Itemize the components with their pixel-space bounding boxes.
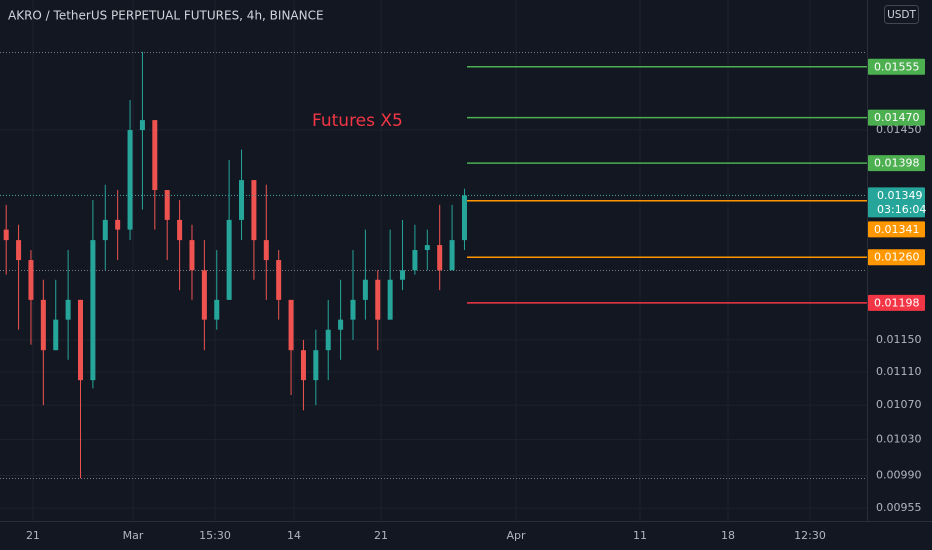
x-tick-label: 11 xyxy=(633,529,647,542)
level-label-box xyxy=(868,221,925,238)
candle-body xyxy=(362,279,368,300)
level-label-box xyxy=(868,294,925,311)
x-tick-label: Apr xyxy=(506,529,526,542)
candle-body xyxy=(325,329,331,351)
currency-label[interactable]: USDT xyxy=(887,9,916,21)
candle-body xyxy=(375,279,381,320)
y-tick-label: 0.01110 xyxy=(876,365,922,378)
candle-body xyxy=(338,319,344,330)
candle-body xyxy=(449,240,455,271)
candle-body xyxy=(276,260,282,300)
candle-body xyxy=(300,350,306,381)
candle-body xyxy=(239,180,245,220)
level-label: 0.01341 xyxy=(874,223,920,236)
y-tick-label: 0.00990 xyxy=(876,469,922,482)
y-tick-label: 0.01150 xyxy=(876,333,922,346)
candle-body xyxy=(115,219,121,230)
level-label: 0.01470 xyxy=(874,111,920,124)
candle-body xyxy=(65,299,71,320)
grid xyxy=(0,0,867,521)
candle-body xyxy=(189,240,195,271)
candle-body xyxy=(400,270,406,280)
level-label: 0.01198 xyxy=(874,296,920,309)
candle-body xyxy=(40,299,46,351)
candle-body xyxy=(53,319,59,351)
plot-area xyxy=(0,51,867,479)
x-tick-label: 15:30 xyxy=(199,529,231,542)
candle-body xyxy=(201,270,207,320)
y-tick-label: 0.01030 xyxy=(876,433,922,446)
candle-body xyxy=(251,180,257,241)
last-price-label: 0.01349 xyxy=(877,189,923,202)
candle-body xyxy=(139,120,145,131)
candle-body xyxy=(28,260,34,300)
candle-body xyxy=(3,229,9,241)
candle-body xyxy=(16,240,22,261)
y-tick-label: 0.00955 xyxy=(876,501,922,514)
candle-body xyxy=(127,130,133,230)
annotation: Futures X5 xyxy=(312,111,403,131)
candle-body xyxy=(424,245,430,251)
candle-body xyxy=(263,240,269,261)
price-axis: 0.01450 0.01150 0.01110 0.01070 0.01030 0.009… xyxy=(26,58,926,542)
candle-body xyxy=(152,120,158,191)
level-label-box xyxy=(868,109,925,126)
x-tick-label: 21 xyxy=(26,529,40,542)
level-label: 0.01555 xyxy=(874,60,920,73)
y-tick-label: 0.01070 xyxy=(876,398,922,411)
candle-body xyxy=(214,299,220,320)
candle-body xyxy=(350,299,356,320)
candle-body xyxy=(313,350,319,381)
y-tick-label: 0.01450 xyxy=(876,123,922,136)
chart-title: AKRO / TetherUS PERPETUAL FUTURES, 4h, B… xyxy=(8,9,324,23)
countdown-label: 03:16:04 xyxy=(877,203,926,216)
x-tick-label: Mar xyxy=(123,529,144,542)
x-tick-label: 12:30 xyxy=(794,529,826,542)
x-tick-label: 18 xyxy=(721,529,735,542)
candle-body xyxy=(177,219,183,241)
candle-body xyxy=(164,190,170,220)
level-label-box xyxy=(868,249,925,266)
candle-body xyxy=(102,219,108,241)
candle-body xyxy=(90,240,96,381)
level-label: 0.01398 xyxy=(874,157,920,170)
last-price-box xyxy=(868,187,925,218)
candle-body xyxy=(437,245,443,271)
candle-body xyxy=(412,250,418,271)
x-tick-label: 14 xyxy=(287,529,301,542)
level-label-box xyxy=(868,58,925,75)
level-label-box xyxy=(868,155,925,172)
currency-box[interactable] xyxy=(884,5,919,24)
candle-body xyxy=(288,299,294,351)
candle-body xyxy=(387,279,393,320)
candle-body xyxy=(78,299,84,381)
level-label: 0.01260 xyxy=(874,251,920,264)
candle-body xyxy=(461,195,467,241)
candle-body xyxy=(226,219,232,300)
x-tick-label: 21 xyxy=(374,529,388,542)
